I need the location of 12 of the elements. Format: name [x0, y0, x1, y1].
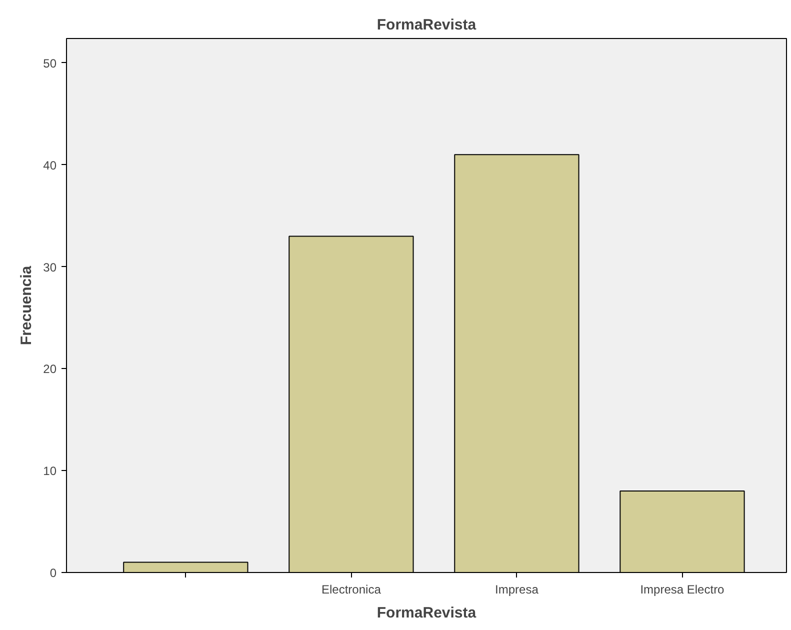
y-tick-label: 20 — [43, 362, 57, 376]
x-axis-title: FormaRevista — [376, 604, 477, 622]
x-tick-label: Impresa Electro — [640, 582, 725, 596]
y-tick-label: 0 — [50, 566, 57, 580]
y-tick-label: 30 — [43, 260, 57, 274]
y-tick-label: 10 — [43, 464, 57, 478]
y-tick-label: 50 — [43, 56, 57, 70]
x-tick-label: Impresa — [495, 582, 539, 596]
y-tick-label: 40 — [43, 158, 57, 172]
y-axis-title: Frecuencia — [18, 265, 36, 346]
chart-title: FormaRevista — [376, 16, 477, 34]
x-tick-label: Electronica — [322, 582, 382, 596]
